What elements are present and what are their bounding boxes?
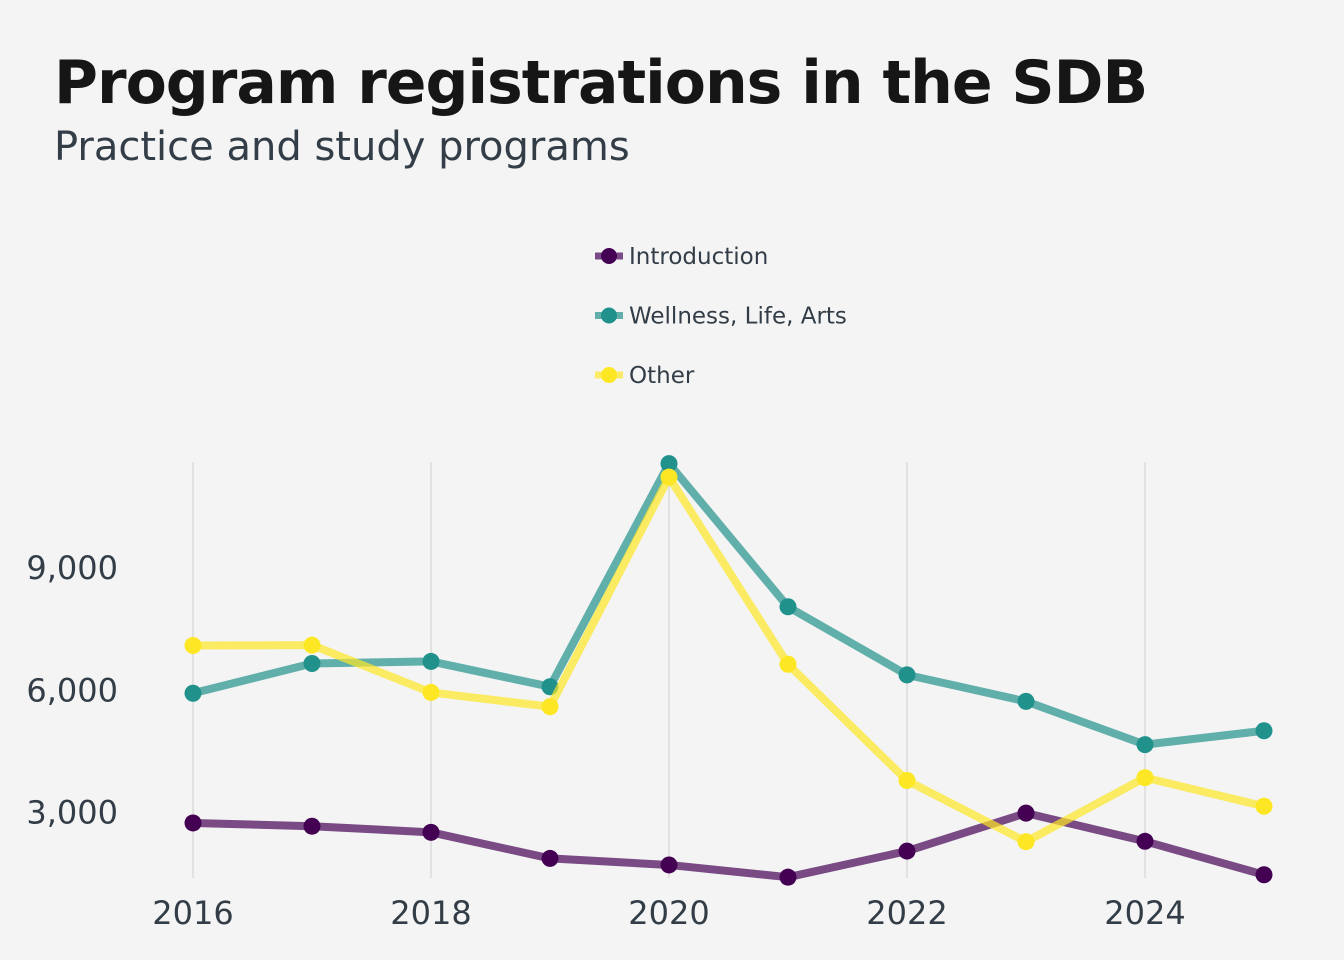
data-point (1017, 692, 1035, 710)
data-point (779, 598, 797, 616)
grid (192, 462, 1146, 878)
series-line (189, 473, 1268, 846)
data-point (1255, 797, 1273, 815)
x-tick-label: 2020 (628, 894, 709, 932)
x-tick-label: 2016 (152, 894, 233, 932)
y-tick-label: 6,000 (26, 671, 118, 709)
legend-label: Introduction (629, 244, 768, 270)
data-point (303, 654, 321, 672)
legend-label: Other (629, 363, 695, 389)
y-tick-label: 3,000 (26, 794, 118, 832)
data-point (184, 684, 202, 702)
data-point (1017, 833, 1035, 851)
legend: Introduction Wellness, Life, Arts Other (595, 244, 847, 389)
legend-swatch-marker (601, 307, 617, 324)
data-point (422, 652, 440, 670)
x-axis: 2016 2018 2020 2022 2024 (152, 894, 1185, 932)
data-point (898, 772, 916, 790)
data-point (779, 868, 797, 886)
x-tick-label: 2024 (1104, 894, 1185, 932)
series-line (189, 809, 1268, 882)
data-point (660, 856, 678, 874)
data-point (422, 823, 440, 841)
data-point (1136, 736, 1154, 754)
data-point (779, 655, 797, 673)
y-tick-label: 9,000 (26, 549, 118, 587)
data-point (1017, 804, 1035, 822)
data-point (184, 637, 202, 655)
data-point (1136, 832, 1154, 850)
series-0 (184, 804, 1273, 886)
legend-swatch-marker (601, 367, 617, 383)
data-point (303, 817, 321, 835)
x-tick-label: 2022 (866, 894, 947, 932)
y-axis: 3,000 6,000 9,000 (26, 549, 118, 832)
data-point (422, 683, 440, 701)
data-point (1255, 866, 1273, 884)
series-line (189, 459, 1268, 749)
data-point (541, 849, 559, 867)
series-1 (184, 455, 1273, 754)
data-point (1255, 722, 1273, 740)
data-point (1136, 769, 1154, 787)
data-point (660, 455, 678, 473)
legend-label: Wellness, Life, Arts (629, 304, 847, 330)
x-tick-label: 2018 (390, 894, 471, 932)
series-2 (184, 468, 1273, 851)
data-point (303, 636, 321, 654)
chart-subtitle: Practice and study programs (54, 124, 630, 170)
data-point (184, 814, 202, 832)
series-group (184, 455, 1273, 886)
legend-swatch-marker (601, 248, 617, 264)
data-point (898, 666, 916, 684)
data-point (660, 468, 678, 486)
data-point (541, 698, 559, 716)
chart-title: Program registrations in the SDB (54, 48, 1148, 118)
data-point (898, 842, 916, 860)
